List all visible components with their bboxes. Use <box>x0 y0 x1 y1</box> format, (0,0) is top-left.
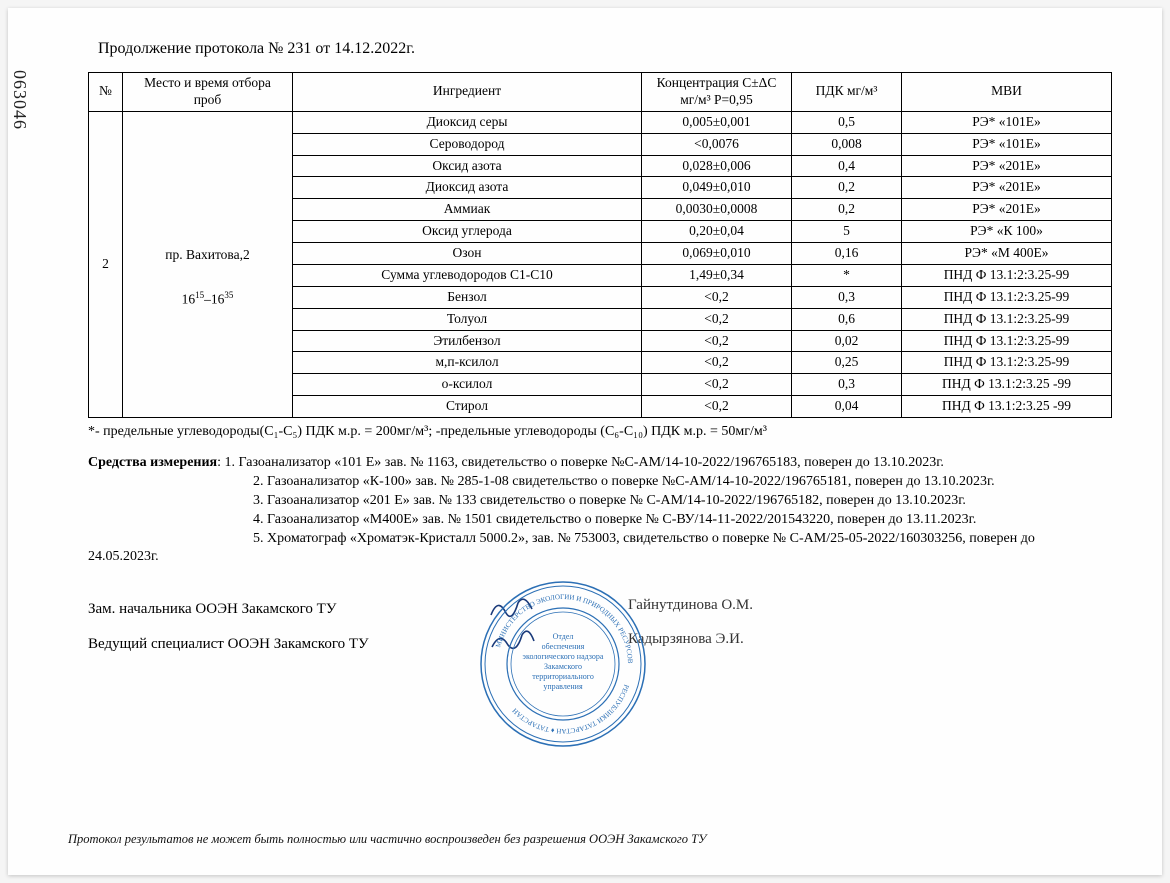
cell-pdk: 0,3 <box>792 286 902 308</box>
cell-mvi: ПНД Ф 13.1:2:3.25-99 <box>902 330 1112 352</box>
cell-pdk: 0,02 <box>792 330 902 352</box>
table-header: № Место и время отбора проб Ингредиент К… <box>89 73 1112 112</box>
cell-pdk: 0,5 <box>792 111 902 133</box>
cell-concentration: <0,2 <box>642 308 792 330</box>
cell-mvi: ПНД Ф 13.1:2:3.25-99 <box>902 286 1112 308</box>
cell-mvi: РЭ* «201Е» <box>902 155 1112 177</box>
cell-mvi: ПНД Ф 13.1:2:3.25-99 <box>902 308 1112 330</box>
th-mvi: МВИ <box>902 73 1112 112</box>
disclaimer-text: Протокол результатов не может быть полно… <box>68 832 706 847</box>
cell-pdk: * <box>792 264 902 286</box>
table-row: 2пр. Вахитова,21615–1635Диоксид серы0,00… <box>89 111 1112 133</box>
cell-ingredient: Этилбензол <box>293 330 642 352</box>
cell-place: пр. Вахитова,21615–1635 <box>123 111 293 417</box>
document-page: 063046 Продолжение протокола № 231 от 14… <box>8 8 1162 875</box>
cell-concentration: 0,049±0,010 <box>642 177 792 199</box>
th-concentration: Концентрация C±ΔC мг/м³ P=0,95 <box>642 73 792 112</box>
cell-concentration: 1,49±0,34 <box>642 264 792 286</box>
signer-1-name: Гайнутдинова О.М. <box>628 597 753 614</box>
cell-pdk: 0,16 <box>792 243 902 265</box>
th-num: № <box>89 73 123 112</box>
cell-ingredient: Аммиак <box>293 199 642 221</box>
signer-2-title: Ведущий специалист ООЭН Закамского ТУ <box>88 636 1112 653</box>
cell-pdk: 0,008 <box>792 133 902 155</box>
continuation-title: Продолжение протокола № 231 от 14.12.202… <box>98 40 1112 58</box>
stamp-text: Закамского <box>544 662 582 671</box>
cell-mvi: РЭ* «К 100» <box>902 221 1112 243</box>
cell-ingredient: Сероводород <box>293 133 642 155</box>
cell-ingredient: Озон <box>293 243 642 265</box>
signature-block: Зам. начальника ООЭН Закамского ТУ Ведущ… <box>88 601 1112 771</box>
instrument-line: 4. Газоанализатор «М400Е» зав. № 1501 св… <box>88 511 1112 530</box>
cell-ingredient: Стирол <box>293 396 642 418</box>
instruments-block: Средства измерения: 1. Газоанализатор «1… <box>88 454 1112 567</box>
cell-mvi: РЭ* «101Е» <box>902 111 1112 133</box>
stamp-text: управления <box>543 682 583 691</box>
cell-ingredient: Диоксид серы <box>293 111 642 133</box>
cell-concentration: 0,0030±0,0008 <box>642 199 792 221</box>
instruments-label: Средства измерения <box>88 455 217 470</box>
cell-concentration: 0,028±0,006 <box>642 155 792 177</box>
cell-ingredient: Сумма углеводородов С1-С10 <box>293 264 642 286</box>
th-ingredient: Ингредиент <box>293 73 642 112</box>
signer-1-title: Зам. начальника ООЭН Закамского ТУ <box>88 601 1112 618</box>
stamp-text: экологического надзора <box>523 652 604 661</box>
cell-ingredient: Толуол <box>293 308 642 330</box>
cell-ingredient: Бензол <box>293 286 642 308</box>
cell-pdk: 0,6 <box>792 308 902 330</box>
instrument-tail-date: 24.05.2023г. <box>88 548 1112 567</box>
cell-mvi: ПНД Ф 13.1:2:3.25 -99 <box>902 396 1112 418</box>
side-serial-number: 063046 <box>9 70 30 130</box>
cell-mvi: РЭ* «М 400Е» <box>902 243 1112 265</box>
cell-concentration: 0,20±0,04 <box>642 221 792 243</box>
instrument-line: 2. Газоанализатор «К-100» зав. № 285-1-0… <box>88 473 1112 492</box>
table-footnote: *- предельные углеводороды(C₁-C₅) ПДК м.… <box>88 424 1112 440</box>
cell-mvi: РЭ* «201Е» <box>902 177 1112 199</box>
cell-ingredient: Диоксид азота <box>293 177 642 199</box>
instrument-line: 3. Газоанализатор «201 Е» зав. № 133 сви… <box>88 492 1112 511</box>
svg-text:РЕСПУБЛИКИ ТАТАРСТАН ♦ ТАТАРСТ: РЕСПУБЛИКИ ТАТАРСТАН ♦ ТАТАРСТАН <box>511 684 631 736</box>
cell-concentration: <0,2 <box>642 352 792 374</box>
cell-concentration: <0,2 <box>642 374 792 396</box>
cell-mvi: ПНД Ф 13.1:2:3.25-99 <box>902 264 1112 286</box>
cell-pdk: 0,2 <box>792 199 902 221</box>
cell-concentration: <0,2 <box>642 330 792 352</box>
stamp-text: территориального <box>532 672 594 681</box>
cell-mvi: ПНД Ф 13.1:2:3.25-99 <box>902 352 1112 374</box>
th-pdk: ПДК мг/м³ <box>792 73 902 112</box>
instrument-line: 1. Газоанализатор «101 Е» зав. № 1163, с… <box>225 455 944 470</box>
cell-ingredient: Оксид углерода <box>293 221 642 243</box>
cell-ingredient: м,п-ксилол <box>293 352 642 374</box>
cell-pdk: 0,04 <box>792 396 902 418</box>
cell-mvi: РЭ* «101Е» <box>902 133 1112 155</box>
signer-2-name: Кадырзянова Э.И. <box>628 631 744 648</box>
cell-pdk: 0,25 <box>792 352 902 374</box>
cell-pdk: 0,3 <box>792 374 902 396</box>
table-body: 2пр. Вахитова,21615–1635Диоксид серы0,00… <box>89 111 1112 417</box>
cell-group-num: 2 <box>89 111 123 417</box>
cell-concentration: <0,0076 <box>642 133 792 155</box>
measurements-table: № Место и время отбора проб Ингредиент К… <box>88 72 1112 418</box>
cell-concentration: <0,2 <box>642 286 792 308</box>
cell-mvi: ПНД Ф 13.1:2:3.25 -99 <box>902 374 1112 396</box>
cell-concentration: 0,069±0,010 <box>642 243 792 265</box>
instrument-line: 5. Хроматограф «Хроматэк-Кристалл 5000.2… <box>88 530 1112 549</box>
cell-pdk: 5 <box>792 221 902 243</box>
cell-concentration: <0,2 <box>642 396 792 418</box>
th-place: Место и время отбора проб <box>123 73 293 112</box>
cell-concentration: 0,005±0,001 <box>642 111 792 133</box>
cell-ingredient: Оксид азота <box>293 155 642 177</box>
cell-pdk: 0,4 <box>792 155 902 177</box>
cell-ingredient: о-ксилол <box>293 374 642 396</box>
cell-pdk: 0,2 <box>792 177 902 199</box>
cell-mvi: РЭ* «201Е» <box>902 199 1112 221</box>
